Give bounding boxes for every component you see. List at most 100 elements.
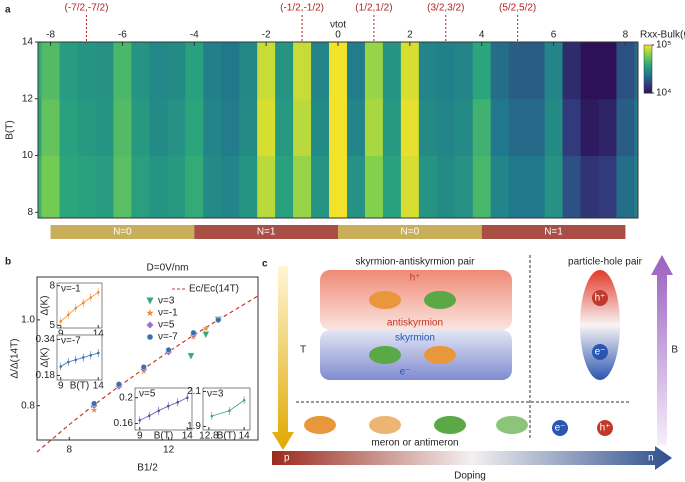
- band-label: N=0: [113, 227, 132, 238]
- heatmap-cell: [472, 155, 492, 218]
- inset-title: ν=-7: [61, 336, 81, 347]
- heatmap: [38, 42, 638, 218]
- heatmap-cell: [526, 98, 546, 157]
- heatmap-cell: [562, 98, 582, 157]
- heatmap-cell: [454, 155, 474, 218]
- heatmap-cell: [634, 98, 638, 157]
- heatmap-cell: [41, 42, 61, 100]
- y-tick-label: 8: [49, 280, 55, 291]
- heatmap-cell: [113, 155, 132, 218]
- heatmap-cell: [95, 42, 114, 100]
- marker: [215, 316, 222, 323]
- x-tick-label: 2: [407, 30, 413, 41]
- y-tick-label: 1.9: [187, 421, 201, 432]
- heatmap-cell: [41, 155, 61, 218]
- marker: [91, 400, 98, 407]
- t-label: T: [300, 345, 306, 356]
- inset-frame: [56, 334, 103, 381]
- hole-label: h⁺: [410, 273, 421, 284]
- doping-arrow: [272, 446, 672, 470]
- heatmap-cell: [346, 98, 366, 157]
- heatmap-cell: [293, 42, 312, 100]
- colorbar-step: [644, 53, 652, 56]
- colorbar-frame: [643, 44, 653, 94]
- heatmap-cell: [598, 42, 617, 100]
- heatmap-cell: [562, 155, 582, 218]
- legend-label: Ec/Ec(14T): [189, 284, 239, 295]
- colorbar-step: [644, 51, 652, 54]
- heatmap-cell: [634, 155, 638, 218]
- heatmap-cell: [113, 98, 132, 157]
- heatmap-cell: [382, 98, 402, 157]
- heatmap-cell: [436, 155, 456, 218]
- heatmap-cell: [275, 42, 294, 100]
- y-tick-label: 0.2: [119, 392, 133, 403]
- y-tick-label: 5: [49, 320, 55, 331]
- x-tick-label: 14: [239, 431, 251, 442]
- heatmap-cell: [59, 98, 79, 157]
- point: [166, 404, 170, 408]
- heatmap-cell: [221, 98, 240, 157]
- heatmap-cell: [77, 42, 96, 100]
- marker: [187, 352, 195, 361]
- heatmap-cell: [400, 42, 420, 100]
- point: [74, 358, 78, 362]
- colorbar-step: [644, 79, 652, 82]
- y-axis-label: Δ(K): [40, 347, 51, 367]
- heatmap-cell: [364, 155, 384, 218]
- annotation-label: (1/2,1/2): [355, 3, 392, 14]
- heatmap-cell: [508, 98, 528, 157]
- heatmap-cell: [131, 98, 150, 157]
- hole: [597, 420, 613, 436]
- ph-pair: [580, 270, 620, 380]
- point: [147, 414, 151, 418]
- y-tick-label: 0.34: [36, 334, 56, 345]
- y-axis-label: Δ(K): [40, 295, 51, 315]
- doping-label: Doping: [454, 471, 486, 482]
- point: [81, 301, 85, 305]
- heatmap-cell: [293, 98, 312, 157]
- heatmap-cell: [346, 155, 366, 218]
- x-tick-label: 0: [335, 30, 341, 41]
- heatmap-cell: [185, 155, 204, 218]
- antiskyrmion-blob: [369, 291, 401, 309]
- colorbar-step: [644, 55, 652, 58]
- colorbar-step: [644, 83, 652, 86]
- pair-title: skyrmion-antiskyrmion pair: [356, 257, 476, 268]
- heatmap-cell: [41, 98, 61, 157]
- heatmap-cell: [131, 155, 150, 218]
- heatmap-cell: [400, 155, 420, 218]
- band-label: N=1: [544, 227, 563, 238]
- level-band: [194, 225, 338, 239]
- annotation-label: (-1/2,-1/2): [280, 3, 324, 14]
- colorbar-step: [644, 87, 652, 90]
- colorbar-step: [644, 71, 652, 74]
- heatmap-cell: [239, 155, 258, 218]
- heatmap-cell: [95, 98, 114, 157]
- heatmap-cell: [598, 98, 617, 157]
- meron: [304, 416, 336, 434]
- heatmap-cell: [203, 98, 222, 157]
- heatmap-cell: [418, 42, 438, 100]
- marker: [115, 381, 122, 388]
- heatmap-cell: [167, 98, 186, 157]
- hole: [592, 290, 608, 306]
- panel-label: a: [5, 5, 11, 16]
- meron: [369, 416, 401, 434]
- line: [60, 291, 99, 322]
- heatmap-cell: [257, 98, 276, 157]
- heatmap-cell: [59, 155, 79, 218]
- heatmap-cell: [203, 155, 222, 218]
- bottom-electron-label: e⁻: [555, 423, 566, 434]
- colorbar-step: [644, 91, 652, 94]
- heatmap-cell: [526, 155, 546, 218]
- heatmap-cell: [38, 155, 43, 218]
- electron: [552, 420, 568, 436]
- point: [228, 409, 231, 413]
- point: [138, 419, 142, 422]
- band-label: N=1: [257, 227, 276, 238]
- level-band: [481, 225, 626, 239]
- point: [89, 353, 93, 357]
- colorbar-step: [644, 61, 652, 64]
- x-tick-label: 4: [479, 30, 485, 41]
